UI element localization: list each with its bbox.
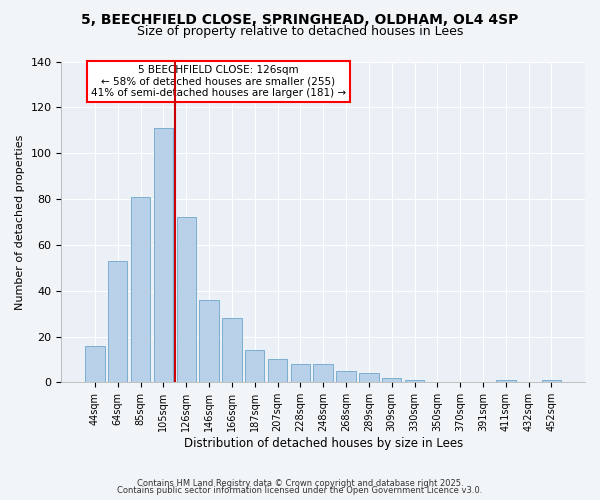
Bar xyxy=(337,371,356,382)
Bar xyxy=(290,364,310,382)
Bar xyxy=(108,261,127,382)
Bar xyxy=(268,360,287,382)
Bar xyxy=(199,300,219,382)
Bar xyxy=(359,373,379,382)
Text: Contains HM Land Registry data © Crown copyright and database right 2025.: Contains HM Land Registry data © Crown c… xyxy=(137,478,463,488)
Bar xyxy=(176,218,196,382)
Text: Size of property relative to detached houses in Lees: Size of property relative to detached ho… xyxy=(137,25,463,38)
Bar xyxy=(542,380,561,382)
Bar xyxy=(85,346,104,383)
X-axis label: Distribution of detached houses by size in Lees: Distribution of detached houses by size … xyxy=(184,437,463,450)
Bar xyxy=(382,378,401,382)
Bar xyxy=(131,196,150,382)
Text: 5 BEECHFIELD CLOSE: 126sqm
← 58% of detached houses are smaller (255)
41% of sem: 5 BEECHFIELD CLOSE: 126sqm ← 58% of deta… xyxy=(91,64,346,98)
Bar xyxy=(313,364,333,382)
Bar xyxy=(154,128,173,382)
Text: Contains public sector information licensed under the Open Government Licence v3: Contains public sector information licen… xyxy=(118,486,482,495)
Bar xyxy=(496,380,515,382)
Bar xyxy=(222,318,242,382)
Y-axis label: Number of detached properties: Number of detached properties xyxy=(15,134,25,310)
Bar xyxy=(245,350,265,382)
Text: 5, BEECHFIELD CLOSE, SPRINGHEAD, OLDHAM, OL4 4SP: 5, BEECHFIELD CLOSE, SPRINGHEAD, OLDHAM,… xyxy=(82,12,518,26)
Bar xyxy=(405,380,424,382)
